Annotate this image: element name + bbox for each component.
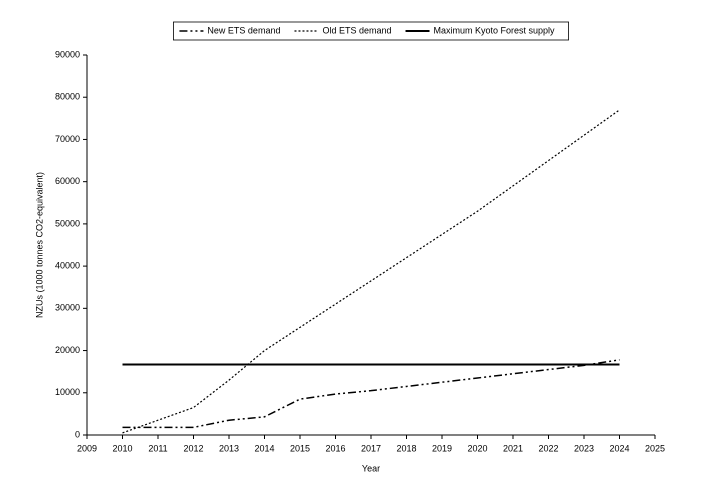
legend-label: Maximum Kyoto Forest supply [434,25,556,35]
x-tick-label: 2023 [574,443,594,453]
y-tick-label: 90000 [55,49,80,59]
legend-label: New ETS demand [207,25,280,35]
x-tick-label: 2021 [503,443,523,453]
x-tick-label: 2010 [112,443,132,453]
legend: New ETS demand Old ETS demand Maximum Kyot… [173,21,569,41]
x-tick-label: 2019 [432,443,452,453]
x-tick-label: 2024 [609,443,629,453]
series-line [122,359,620,429]
x-tick-label: 2017 [361,443,381,453]
legend-box [173,21,569,41]
series-line [122,109,620,434]
y-tick-label: 60000 [55,176,80,186]
y-tick-label: 40000 [55,260,80,270]
y-tick-label: 70000 [55,134,80,144]
x-tick-label: 2018 [396,443,416,453]
x-tick-label: 2014 [254,443,274,453]
y-tick-label: 30000 [55,303,80,313]
y-tick-label: 80000 [55,92,80,102]
x-tick-label: 2022 [538,443,558,453]
y-tick-label: 50000 [55,218,80,228]
x-tick-label: 2009 [77,443,97,453]
x-tick-label: 2012 [183,443,203,453]
x-tick-label: 2011 [148,443,167,453]
x-tick-label: 2020 [467,443,487,453]
x-tick-label: 2016 [325,443,345,453]
y-axis-label: NZUs (1000 tonnes CO2-equivalent) [34,172,44,318]
y-tick-label: 10000 [55,387,80,397]
y-tick-label: 20000 [55,345,80,355]
x-tick-label: 2015 [290,443,310,453]
legend-label: Old ETS demand [322,25,391,35]
y-tick-label: 0 [75,429,80,439]
x-tick-label: 2025 [645,443,665,453]
x-tick-label: 2013 [219,443,239,453]
x-axis-label: Year [362,463,380,473]
